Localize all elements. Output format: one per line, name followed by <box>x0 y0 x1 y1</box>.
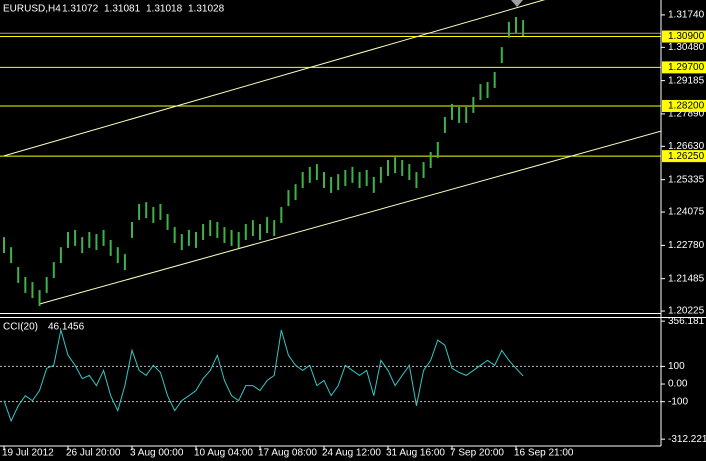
y-tick-label: 0.00 <box>668 379 688 390</box>
trendline <box>3 0 546 157</box>
y-tick-label: -312.221 <box>668 434 706 445</box>
cci-panel <box>0 329 661 423</box>
y-tick-label: 1.20225 <box>668 306 705 317</box>
y-tick-label: 1.26630 <box>668 141 705 152</box>
y-tick-label: 1.22780 <box>668 240 705 251</box>
level-label-box <box>662 150 706 163</box>
y-tick-label: 1.24075 <box>668 207 705 218</box>
level-label-box <box>662 30 706 43</box>
x-tick-label: 24 Aug 12:00 <box>322 448 381 459</box>
x-tick-label: 16 Sep 21:00 <box>514 448 574 459</box>
level-label: 1.29700 <box>668 62 705 73</box>
trendline <box>39 130 661 305</box>
level-label: 1.28200 <box>668 101 705 112</box>
level-label: 1.26250 <box>668 151 705 162</box>
x-tick-label: 26 Jul 20:00 <box>66 448 121 459</box>
y-tick-label: 1.30480 <box>668 42 705 53</box>
x-tick-label: 10 Aug 04:00 <box>194 448 253 459</box>
open: 1.31072 <box>62 4 99 15</box>
close: 1.31028 <box>188 4 225 15</box>
x-tick-label: 17 Aug 08:00 <box>258 448 317 459</box>
x-tick-label: 19 Jul 2012 <box>2 448 54 459</box>
indicator-title: CCI(20) <box>3 322 38 333</box>
high: 1.31081 <box>104 4 141 15</box>
x-tick-label: 31 Aug 16:00 <box>386 448 445 459</box>
low: 1.31018 <box>146 4 183 15</box>
x-tick-label: 3 Aug 00:00 <box>130 448 184 459</box>
level-label: 1.30900 <box>668 31 705 42</box>
indicator-value: 46.1456 <box>48 322 85 333</box>
price-panel <box>0 0 661 307</box>
y-tick-label: 1.25335 <box>668 174 705 185</box>
y-tick-label: -100 <box>668 396 688 407</box>
x-tick-label: 7 Sep 20:00 <box>450 448 504 459</box>
y-tick-label: 100 <box>668 361 685 372</box>
y-tick-label: 1.27890 <box>668 109 705 120</box>
level-label-box <box>662 99 706 112</box>
cci-line <box>3 329 524 423</box>
level-label-box <box>662 61 706 74</box>
y-tick-label: 356.181 <box>668 316 705 327</box>
shift-marker <box>511 0 523 7</box>
symbol: EURUSD,H4 <box>3 4 61 15</box>
y-tick-label: 1.29185 <box>668 75 705 86</box>
y-tick-label: 1.31740 <box>668 10 705 21</box>
y-tick-label: 1.21485 <box>668 273 705 284</box>
